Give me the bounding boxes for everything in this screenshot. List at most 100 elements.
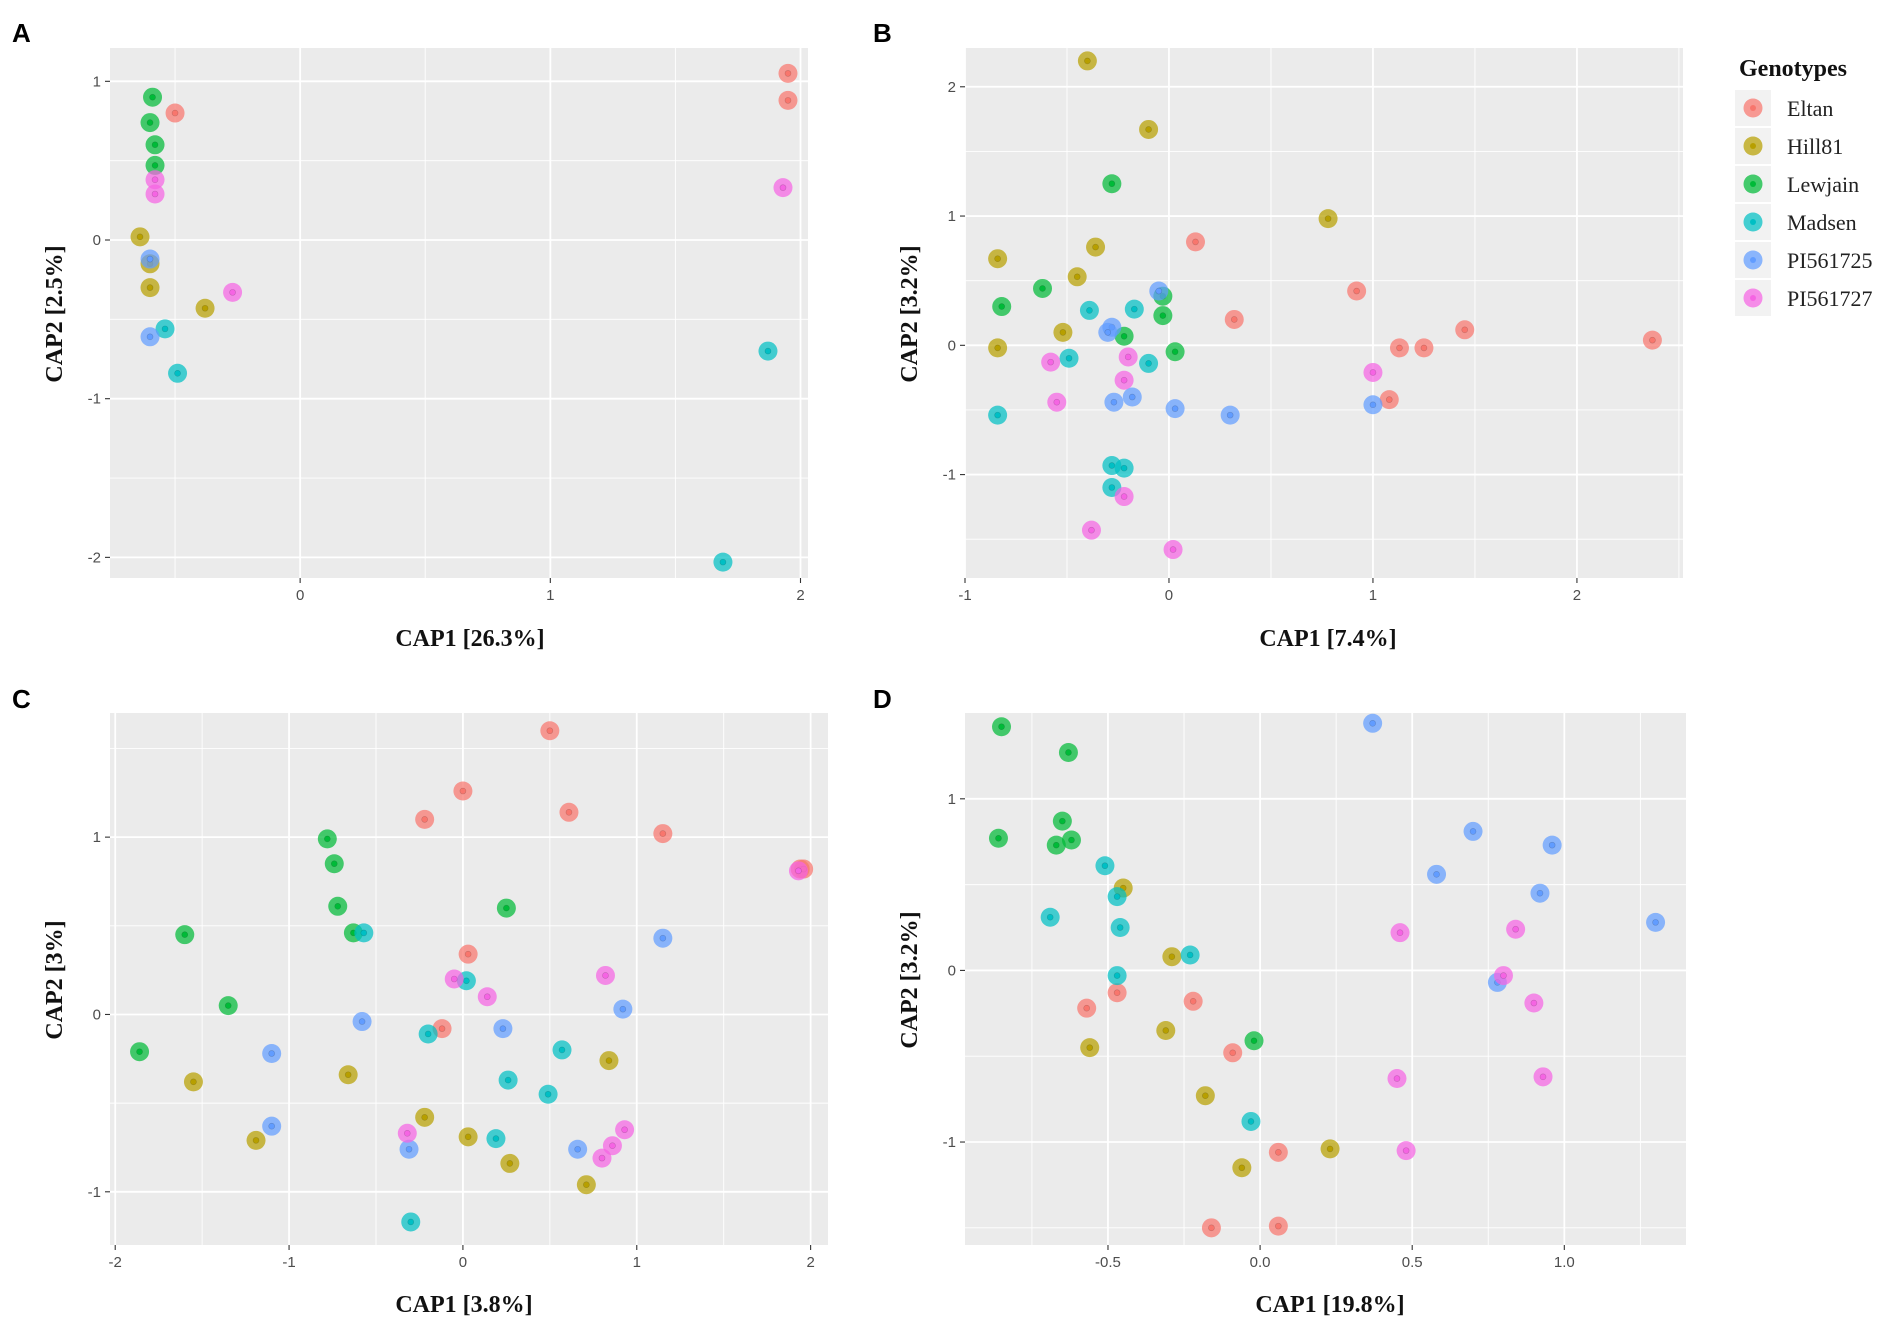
point-pi561727 — [1114, 487, 1134, 507]
x-tick-label: 0.0 — [1250, 1254, 1271, 1271]
y-tick-label: 0 — [948, 337, 956, 354]
point-pi561725 — [1149, 281, 1169, 301]
point-pi561727 — [1390, 923, 1410, 943]
point-center — [1229, 1049, 1237, 1057]
point-center — [583, 1181, 590, 1189]
point-hill81 — [183, 1072, 203, 1092]
point-madsen — [1114, 458, 1134, 478]
point-center — [151, 176, 159, 184]
legend-label: PI561725 — [1787, 248, 1873, 273]
point-center — [161, 325, 169, 333]
point-center — [1353, 287, 1360, 295]
point-madsen — [1079, 300, 1099, 320]
point-center — [252, 1137, 260, 1144]
point-center — [1065, 749, 1072, 756]
point-center — [324, 835, 331, 843]
point-pi561727 — [444, 969, 464, 989]
point-center — [1385, 396, 1393, 403]
point-pi561727 — [1387, 1069, 1407, 1089]
point-lewjain — [1058, 742, 1078, 762]
point-center — [1530, 999, 1538, 1007]
point-hill81 — [246, 1130, 266, 1150]
point-eltan — [458, 944, 478, 964]
point-hill81 — [576, 1175, 596, 1195]
point-lewjain — [1244, 1031, 1264, 1051]
point-center — [1052, 841, 1060, 849]
legend-label: Lewjain — [1787, 172, 1859, 197]
point-pi561725 — [493, 1019, 513, 1039]
point-lewjain — [1102, 174, 1122, 194]
point-eltan — [1077, 998, 1097, 1018]
point-lewjain — [145, 155, 165, 175]
point-pi561725 — [1165, 399, 1185, 419]
point-center — [598, 1154, 606, 1162]
point-center — [1369, 401, 1377, 409]
point-pi561725 — [1530, 883, 1550, 903]
point-center — [1536, 889, 1544, 897]
x-tick-label: -1 — [282, 1254, 295, 1271]
point-center — [1324, 215, 1332, 222]
point-pi561725 — [1646, 912, 1666, 932]
point-center — [1113, 989, 1121, 997]
point-center — [1092, 243, 1099, 251]
point-lewjain — [328, 896, 348, 916]
point-center — [1396, 929, 1404, 936]
point-pi561727 — [223, 282, 243, 302]
panel-d: -0.5 0.0 0.5 1.0 -1 0 1 D CAP1 [19.8%] CAP2 [3.2%… — [873, 684, 1686, 1318]
point-eltan — [1107, 983, 1127, 1003]
point-center — [1500, 972, 1507, 979]
x-tick-label: 0 — [1165, 587, 1173, 604]
x-tick-label: 1.0 — [1554, 1254, 1575, 1271]
point-pi561725 — [140, 249, 160, 269]
point-center — [1108, 484, 1116, 491]
panel-letter: C — [12, 684, 31, 714]
point-center — [358, 1018, 366, 1025]
y-tick-label: 1 — [93, 829, 101, 846]
point-pi561727 — [1081, 520, 1101, 540]
point-center — [1120, 376, 1128, 384]
point-center — [499, 1025, 507, 1032]
point-pi561727 — [397, 1123, 417, 1143]
panel-letter: A — [12, 18, 31, 48]
point-center — [994, 344, 1001, 352]
point-eltan — [1268, 1142, 1288, 1162]
x-tick-label: 1 — [1369, 587, 1377, 604]
point-eltan — [1185, 232, 1205, 252]
point-eltan — [559, 802, 579, 822]
legend-label: Hill81 — [1787, 134, 1843, 159]
point-hill81 — [500, 1153, 520, 1173]
point-eltan — [653, 824, 673, 844]
point-hill81 — [988, 338, 1008, 358]
point-pi561725 — [262, 1116, 282, 1136]
point-lewjain — [992, 297, 1012, 317]
point-eltan — [1642, 330, 1662, 350]
point-center — [403, 1129, 411, 1137]
point-center — [146, 284, 154, 291]
y-tick-label: 0 — [93, 232, 101, 249]
point-lewjain — [140, 113, 160, 133]
point-hill81 — [1086, 237, 1106, 257]
point-lewjain — [1046, 835, 1066, 855]
point-center — [574, 1145, 581, 1153]
point-center — [1068, 836, 1075, 844]
x-tick-label: 0 — [296, 587, 304, 604]
point-center — [1369, 369, 1377, 376]
point-center — [1120, 332, 1128, 340]
panel-a: 0 1 2 -2 -1 0 1 A CAP1 [26.3%] CAP2 [2.5%] — [12, 18, 808, 652]
point-pi561725 — [352, 1012, 372, 1032]
point-center — [330, 860, 338, 868]
point-pi561725 — [399, 1139, 419, 1159]
x-axis-title: CAP1 [19.8%] — [1255, 1292, 1404, 1318]
point-pi561727 — [145, 170, 165, 190]
point-center — [779, 184, 787, 191]
point-hill81 — [1077, 51, 1097, 71]
point-pi561725 — [1542, 835, 1562, 855]
point-pi561727 — [1041, 352, 1061, 372]
point-center — [546, 727, 554, 735]
point-pi561727 — [1506, 919, 1526, 939]
point-center — [151, 141, 159, 149]
point-center — [1420, 344, 1428, 352]
x-tick-label: 0.5 — [1402, 1254, 1423, 1271]
point-center — [146, 333, 154, 341]
x-tick-label: 2 — [1573, 587, 1581, 604]
